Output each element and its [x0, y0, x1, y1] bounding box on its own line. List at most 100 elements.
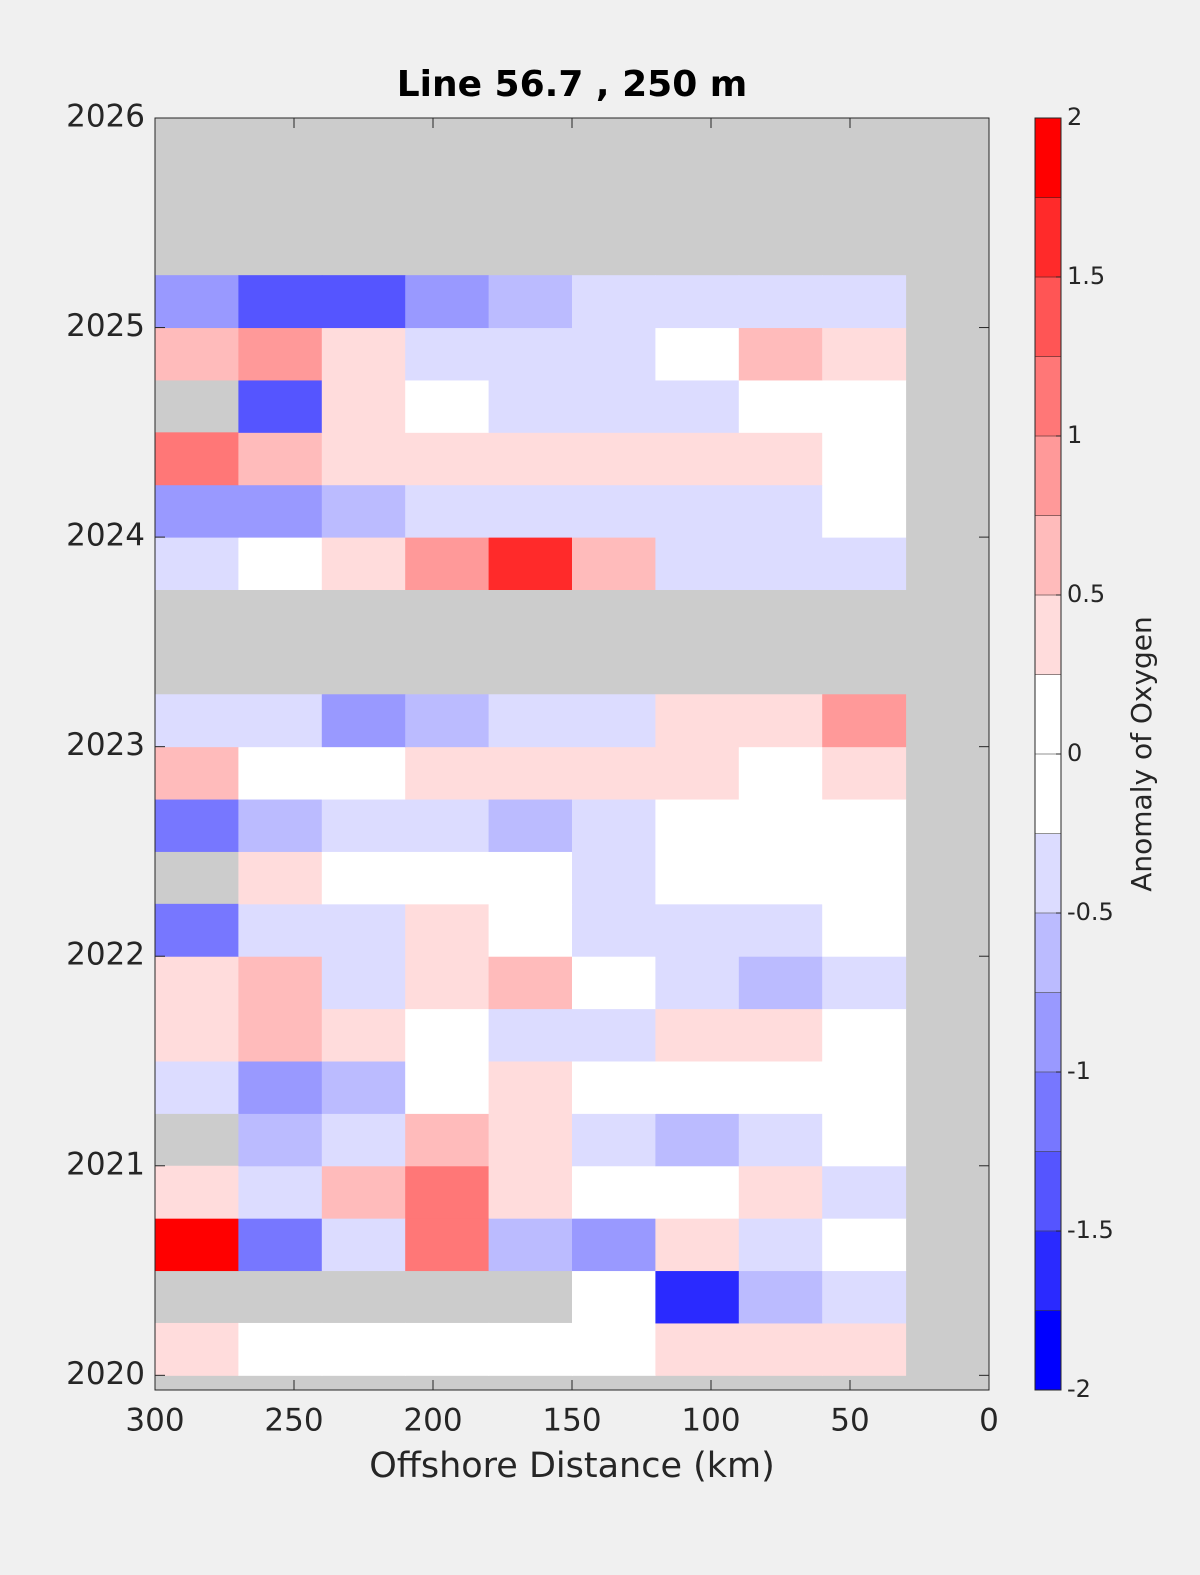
cell — [655, 379, 740, 433]
y-tick-label: 2022 — [66, 937, 145, 973]
cell — [238, 1113, 323, 1167]
cell — [822, 956, 907, 1010]
cell — [155, 903, 239, 957]
cell — [405, 694, 490, 748]
colorbar-tick-label: 2 — [1067, 103, 1082, 131]
cell — [321, 851, 406, 905]
cell — [572, 1322, 656, 1376]
cell — [405, 327, 490, 381]
cell — [488, 327, 573, 381]
x-tick-label: 150 — [542, 1403, 601, 1439]
cell — [155, 1008, 239, 1062]
cell — [321, 746, 406, 800]
cell — [655, 1060, 740, 1114]
y-tick-label: 2021 — [66, 1146, 145, 1182]
cell — [238, 799, 323, 852]
cell — [572, 484, 656, 538]
cell — [321, 1008, 406, 1062]
cell — [155, 1322, 239, 1376]
y-tick-label: 2023 — [66, 727, 145, 763]
cell — [572, 379, 656, 433]
cell — [822, 1322, 907, 1376]
cell — [405, 851, 490, 905]
colorbar-band — [1035, 1310, 1061, 1391]
cell — [822, 1008, 907, 1062]
cell — [572, 1008, 656, 1062]
cell — [321, 1218, 406, 1272]
cell — [321, 1165, 406, 1219]
cell — [321, 903, 406, 957]
cell — [238, 956, 323, 1010]
colorbar-band — [1035, 118, 1061, 198]
cell — [822, 379, 907, 433]
cell — [572, 903, 656, 957]
cell — [488, 379, 573, 433]
cell — [155, 1165, 239, 1219]
cell — [238, 1322, 323, 1376]
cell — [572, 851, 656, 905]
cell — [822, 799, 907, 852]
colorbar-band — [1035, 992, 1061, 1073]
y-tick-label: 2024 — [66, 518, 145, 554]
cell — [405, 956, 490, 1010]
cell — [321, 799, 406, 852]
y-tick-label: 2026 — [66, 99, 145, 135]
colorbar-label: Anomaly of Oxygen — [1125, 616, 1158, 892]
colorbar-band — [1035, 1072, 1061, 1152]
cell — [238, 694, 323, 748]
cell — [405, 1060, 490, 1114]
cell — [405, 1008, 490, 1062]
cell — [822, 1165, 907, 1219]
cell — [572, 432, 656, 486]
colorbar-band — [1035, 515, 1061, 596]
cell — [405, 432, 490, 486]
chart-title: Line 56.7 , 250 m — [397, 64, 748, 105]
cell — [155, 484, 239, 538]
cell — [238, 1060, 323, 1114]
cell — [655, 484, 740, 538]
cell — [738, 746, 823, 800]
cell — [738, 1008, 823, 1062]
colorbar-band — [1035, 356, 1061, 437]
cell — [488, 1113, 573, 1167]
cell — [488, 432, 573, 486]
cell — [738, 1218, 823, 1272]
cell — [822, 484, 907, 538]
cell — [738, 327, 823, 381]
colorbar-tick-label: 0 — [1067, 739, 1082, 767]
cell — [238, 1008, 323, 1062]
cell — [572, 275, 656, 329]
cell — [155, 537, 239, 590]
cell — [822, 851, 907, 905]
cell — [488, 694, 573, 748]
cell — [655, 275, 740, 329]
cell — [655, 432, 740, 486]
colorbar-band — [1035, 674, 1061, 755]
cell — [321, 956, 406, 1010]
cell — [822, 327, 907, 381]
cell — [238, 484, 323, 538]
cell — [822, 275, 907, 329]
cell — [738, 903, 823, 957]
cell — [155, 327, 239, 381]
x-tick-label: 300 — [125, 1403, 184, 1439]
x-tick-label: 0 — [979, 1403, 999, 1439]
colorbar-band — [1035, 277, 1061, 357]
y-tick-label: 2025 — [66, 308, 145, 344]
cell — [655, 1218, 740, 1272]
cell — [405, 746, 490, 800]
cell — [572, 956, 656, 1010]
cell — [822, 1218, 907, 1272]
cell — [655, 1322, 740, 1376]
colorbar-band — [1035, 754, 1061, 834]
colorbar-band — [1035, 436, 1061, 516]
cell — [238, 379, 323, 433]
cell — [572, 746, 656, 800]
cell — [405, 484, 490, 538]
cell — [572, 1218, 656, 1272]
cell — [321, 275, 406, 329]
cell — [155, 799, 239, 852]
colorbar-band — [1035, 595, 1061, 675]
cell — [738, 1060, 823, 1114]
